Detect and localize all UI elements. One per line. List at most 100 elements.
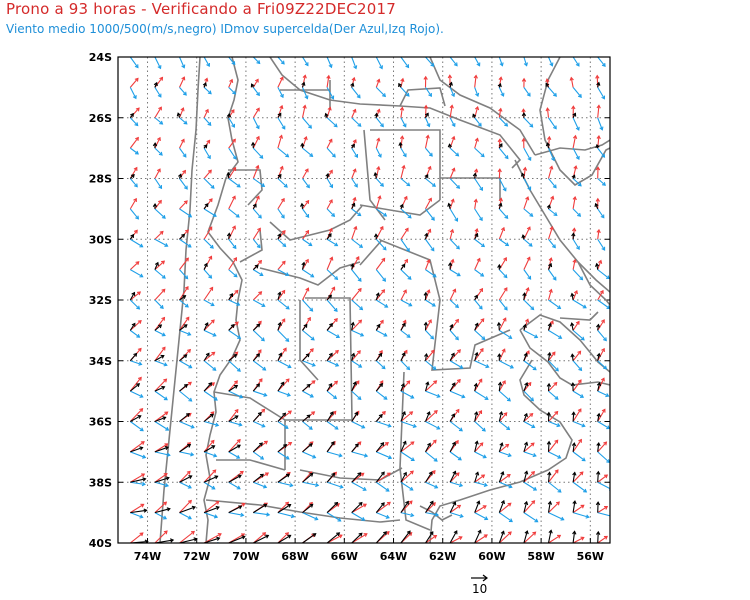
right-mover-vector bbox=[572, 390, 585, 398]
left-mover-vector bbox=[203, 286, 214, 301]
right-mover-vector bbox=[253, 512, 271, 517]
right-mover-vector bbox=[449, 57, 458, 67]
mean-wind-vector bbox=[545, 82, 550, 88]
mean-wind-vector bbox=[203, 144, 208, 149]
left-mover-vector bbox=[449, 198, 455, 210]
mean-wind-vector bbox=[498, 410, 504, 422]
left-mover-vector bbox=[204, 57, 205, 58]
left-mover-vector bbox=[179, 200, 188, 210]
left-mover-vector bbox=[154, 316, 166, 331]
right-mover-vector bbox=[179, 299, 189, 308]
mean-wind-vector bbox=[375, 442, 385, 453]
mean-wind-vector bbox=[351, 202, 356, 210]
mean-wind-vector bbox=[129, 383, 141, 392]
mean-wind-vector bbox=[425, 500, 434, 513]
mean-wind-vector bbox=[179, 233, 186, 240]
left-mover-vector bbox=[474, 505, 487, 514]
border-line bbox=[203, 57, 243, 543]
left-mover-vector bbox=[522, 166, 528, 179]
right-mover-vector bbox=[498, 208, 509, 220]
left-mover-vector bbox=[474, 409, 483, 422]
right-mover-vector bbox=[425, 329, 435, 340]
left-mover-vector bbox=[326, 169, 333, 179]
mean-wind-vector bbox=[177, 173, 183, 179]
right-mover-vector bbox=[425, 238, 435, 252]
mean-wind-vector bbox=[277, 412, 287, 422]
left-mover-vector bbox=[130, 57, 131, 58]
border-line bbox=[299, 467, 403, 481]
right-mover-vector bbox=[228, 512, 245, 518]
border-line bbox=[514, 159, 610, 293]
mean-wind-vector bbox=[400, 322, 406, 331]
right-mover-vector bbox=[548, 178, 557, 189]
mean-wind-vector bbox=[302, 443, 313, 453]
mean-wind-vector bbox=[400, 530, 411, 543]
mean-wind-vector bbox=[326, 532, 341, 543]
mean-wind-vector bbox=[424, 381, 430, 392]
mean-wind-vector bbox=[350, 82, 355, 88]
mean-wind-vector bbox=[226, 171, 231, 179]
border-line bbox=[159, 57, 201, 543]
left-mover-vector bbox=[252, 164, 260, 179]
mean-wind-vector bbox=[448, 261, 453, 270]
left-mover-vector bbox=[498, 287, 508, 301]
right-mover-vector bbox=[228, 542, 232, 543]
right-mover-vector bbox=[277, 117, 286, 130]
mean-wind-vector bbox=[351, 443, 359, 453]
right-mover-vector bbox=[351, 390, 362, 401]
right-mover-vector bbox=[548, 329, 563, 339]
right-mover-vector bbox=[154, 360, 168, 367]
right-mover-vector bbox=[130, 269, 144, 278]
left-mover-vector bbox=[326, 199, 333, 210]
left-mover-vector bbox=[179, 285, 189, 301]
right-mover-vector bbox=[228, 57, 236, 66]
mean-wind-vector bbox=[129, 112, 134, 119]
right-mover-vector bbox=[572, 238, 580, 250]
left-mover-vector bbox=[498, 317, 507, 331]
left-mover-vector bbox=[302, 229, 310, 240]
right-mover-vector bbox=[228, 117, 235, 128]
mean-wind-vector bbox=[130, 446, 144, 453]
lat-label: 38S bbox=[89, 476, 112, 489]
mean-wind-vector bbox=[400, 440, 407, 453]
mean-wind-vector bbox=[400, 471, 407, 483]
border-line bbox=[359, 199, 441, 216]
right-mover-vector bbox=[425, 87, 432, 98]
mean-wind-vector bbox=[374, 112, 379, 118]
right-mover-vector bbox=[252, 147, 264, 159]
lon-label: 74W bbox=[134, 550, 161, 563]
border-line bbox=[519, 329, 610, 386]
left-mover-vector bbox=[351, 287, 362, 301]
mean-wind-vector bbox=[277, 534, 292, 543]
mean-wind-vector bbox=[497, 353, 502, 361]
left-mover-vector bbox=[375, 289, 386, 301]
left-mover-vector bbox=[203, 469, 217, 483]
left-mover-vector bbox=[572, 408, 582, 422]
right-mover-vector bbox=[400, 57, 410, 69]
left-mover-vector bbox=[498, 348, 506, 361]
left-mover-vector bbox=[548, 439, 559, 453]
mean-wind-vector bbox=[277, 173, 282, 179]
left-mover-vector bbox=[548, 410, 559, 422]
border-line bbox=[363, 129, 441, 221]
right-mover-vector bbox=[129, 421, 144, 432]
right-mover-vector bbox=[253, 299, 266, 308]
mean-wind-vector bbox=[154, 476, 170, 483]
left-mover-vector bbox=[597, 347, 605, 362]
right-mover-vector bbox=[302, 117, 312, 129]
right-mover-vector bbox=[400, 420, 417, 428]
left-mover-vector bbox=[129, 197, 137, 210]
left-mover-vector bbox=[498, 443, 510, 453]
mean-wind-vector bbox=[474, 232, 479, 240]
left-mover-vector bbox=[548, 351, 556, 362]
left-mover-vector bbox=[449, 104, 454, 118]
right-mover-vector bbox=[523, 117, 534, 128]
right-mover-vector bbox=[548, 481, 562, 493]
right-mover-vector bbox=[351, 117, 362, 127]
mean-wind-vector bbox=[203, 262, 208, 270]
mean-wind-vector bbox=[154, 507, 171, 514]
left-mover-vector bbox=[129, 376, 142, 392]
right-mover-vector bbox=[351, 87, 361, 99]
border-line bbox=[429, 57, 536, 156]
mean-wind-vector bbox=[596, 381, 602, 392]
